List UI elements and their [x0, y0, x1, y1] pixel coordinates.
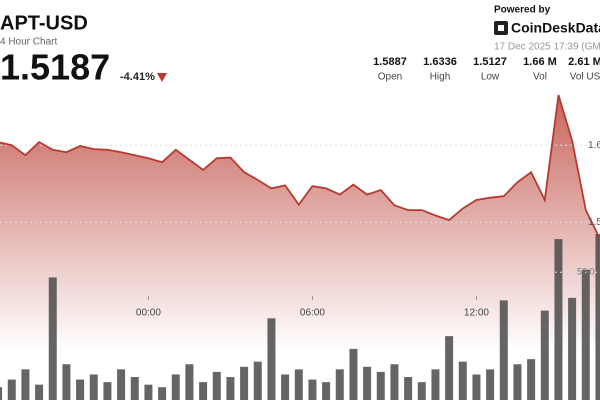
volume-bar — [103, 382, 112, 400]
volume-bar — [308, 379, 317, 400]
price-line — [0, 94, 600, 239]
stat-label: Vol — [533, 72, 547, 83]
volume-bar — [390, 364, 399, 400]
volume-bar — [527, 359, 536, 400]
volume-bar — [171, 374, 180, 400]
volume-bar — [7, 379, 16, 400]
volume-bar — [472, 374, 481, 400]
volume-bar — [445, 336, 454, 400]
stat-value: 2.61 M — [568, 56, 600, 68]
brand: CoinDeskData — [511, 20, 600, 36]
volume-bar — [212, 371, 221, 400]
volume-bar — [240, 366, 249, 400]
volume-bar — [335, 369, 344, 400]
x-tick-label: 00:00 — [136, 308, 161, 319]
volume-bar — [554, 239, 563, 400]
powered-by: Powered by — [494, 5, 551, 16]
volume-bar — [267, 318, 276, 400]
volume-bar — [144, 384, 153, 400]
volume-bar — [0, 387, 3, 400]
volume-bar — [376, 371, 385, 400]
volume-bar — [185, 364, 194, 400]
volume-bar — [486, 369, 495, 400]
y-tick-label: 1.6 — [588, 140, 600, 151]
subtitle: 4 Hour Chart — [0, 37, 57, 48]
volume-bar — [581, 269, 590, 400]
stat-label: Open — [378, 72, 402, 83]
volume-bar — [417, 382, 426, 400]
x-tick-label: 12:00 — [464, 308, 489, 319]
volume-bar — [431, 369, 440, 400]
volume-bar — [62, 364, 71, 400]
volume-bar — [404, 377, 413, 400]
volume-bar — [499, 300, 508, 400]
y-tick-label: 1.5 — [588, 217, 600, 228]
volume-bar — [595, 234, 600, 400]
stat-label: High — [430, 72, 451, 83]
volume-bar — [294, 369, 303, 400]
y2-tick-label: 50.0 — [577, 267, 595, 277]
volume-bar — [226, 377, 235, 400]
volume-bar — [458, 361, 467, 400]
volume-bar — [76, 379, 85, 400]
timestamp: 17 Dec 2025 17:39 (GMT — [494, 42, 600, 53]
volume-bar — [513, 364, 522, 400]
volume-bar — [130, 377, 139, 400]
volume-bar — [21, 369, 30, 400]
stat-label: Vol US — [570, 72, 600, 83]
volume-bar — [158, 387, 167, 400]
volume-bar — [117, 369, 126, 400]
stat-label: Low — [481, 72, 500, 83]
volume-bar — [363, 366, 372, 400]
volume-bar — [89, 374, 98, 400]
volume-bar — [281, 374, 290, 400]
x-tick-label: 06:00 — [300, 308, 325, 319]
stat-value: 1.66 M — [523, 56, 557, 68]
price-area — [0, 95, 600, 400]
change: -4.41% — [120, 71, 155, 83]
volume-bar — [349, 348, 358, 400]
stat-value: 1.5127 — [473, 56, 507, 68]
stat-value: 1.5887 — [373, 56, 407, 68]
stat-value: 1.6336 — [423, 56, 457, 68]
price: 1.5187 — [0, 47, 110, 88]
down-arrow — [157, 73, 167, 82]
volume-bar — [48, 277, 57, 400]
volume-bar — [322, 382, 331, 400]
volume-bar — [568, 297, 577, 400]
symbol: APT-USD — [0, 12, 88, 34]
brand-logo — [494, 21, 508, 35]
volume-bar — [540, 310, 549, 400]
volume-bar — [199, 382, 208, 400]
volume-bar — [35, 384, 44, 400]
volume-bar — [253, 361, 262, 400]
